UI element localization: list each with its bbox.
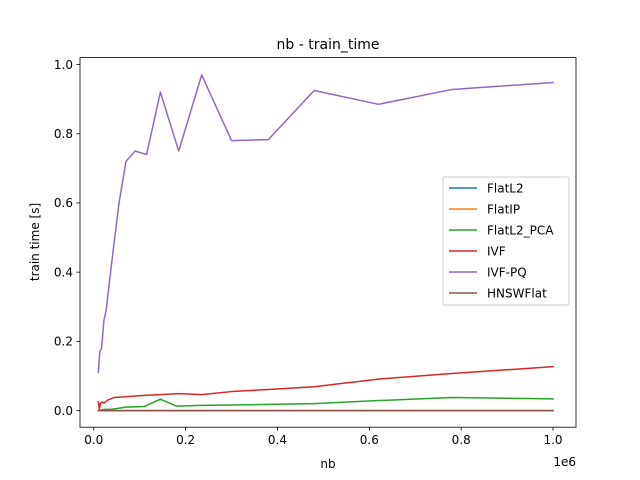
plot-frame <box>79 57 577 428</box>
x-tick-label: 0.2 <box>176 433 195 447</box>
legend-label-0: FlatL2 <box>487 182 524 196</box>
series-layer <box>97 74 554 412</box>
y-tick-label: 0.8 <box>54 127 73 141</box>
x-axis-label: nb <box>320 457 335 471</box>
y-axis: 0.0 0.2 0.4 0.6 0.8 1.0 <box>54 58 80 418</box>
x-axis-offset-text: 1e6 <box>553 455 576 469</box>
series-line-3 <box>97 365 554 410</box>
legend: FlatL2 FlatIP FlatL2_PCA IVF IVF-PQ HNSWFlat <box>442 176 570 306</box>
x-axis: 0.0 0.2 0.4 0.6 0.8 1.0 <box>84 427 563 447</box>
legend-label-5: HNSWFlat <box>487 287 547 301</box>
y-tick-label: 0.2 <box>54 335 73 349</box>
y-axis-label: train time [s] <box>28 203 42 281</box>
x-tick-label: 0.6 <box>360 433 379 447</box>
legend-label-2: FlatL2_PCA <box>487 224 554 238</box>
x-tick-label: 1.0 <box>543 433 562 447</box>
y-tick-label: 0.4 <box>54 265 73 279</box>
legend-label-3: IVF <box>487 245 506 259</box>
x-tick-label: 0.0 <box>84 433 103 447</box>
x-tick-label: 0.8 <box>452 433 471 447</box>
y-tick-label: 0.6 <box>54 196 73 210</box>
x-tick-label: 0.4 <box>268 433 287 447</box>
series-line-2 <box>97 396 554 412</box>
series-line-4 <box>97 74 554 374</box>
y-tick-label: 1.0 <box>54 58 73 72</box>
legend-label-1: FlatIP <box>487 203 520 217</box>
y-tick-label: 0.0 <box>54 404 73 418</box>
chart-title: nb - train_time <box>277 37 380 53</box>
legend-label-4: IVF-PQ <box>487 266 527 280</box>
